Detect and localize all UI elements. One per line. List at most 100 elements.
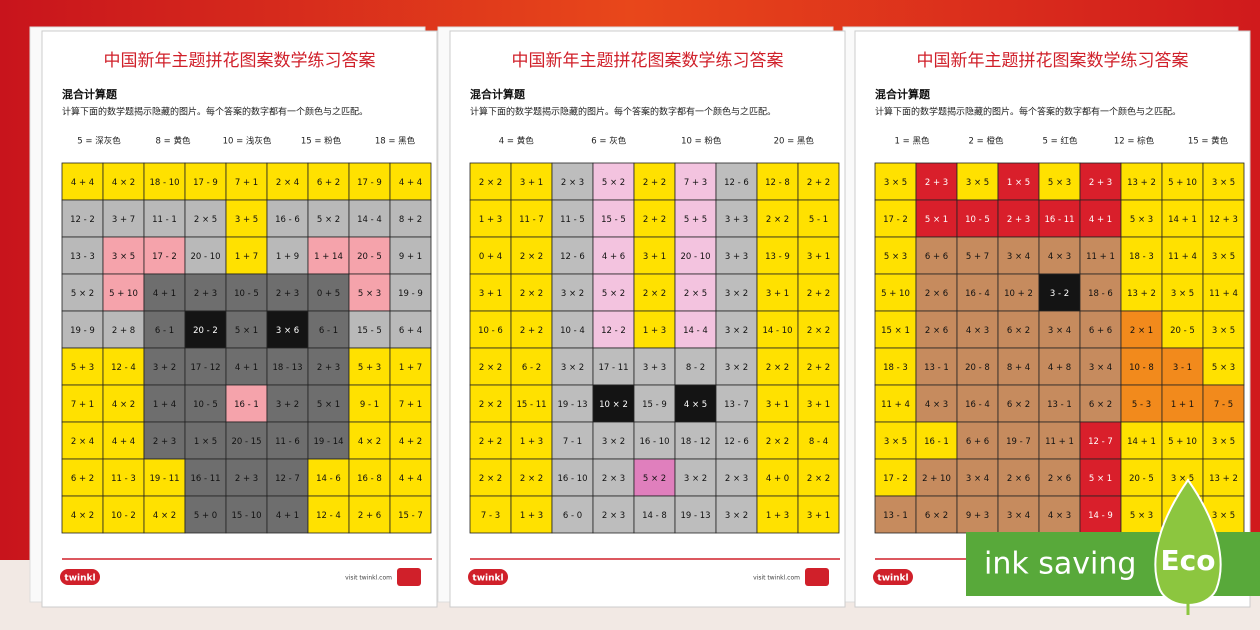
cell-text: 3 + 1 (807, 511, 830, 521)
cell (551, 347, 594, 386)
cell (797, 458, 840, 497)
cell (797, 310, 840, 349)
cell (915, 162, 958, 201)
cell-text: 5 × 3 (1212, 363, 1235, 373)
cell-text: 18 - 13 (272, 363, 302, 373)
cell-text: 12 - 6 (724, 437, 749, 447)
cell (348, 347, 391, 386)
cell-text: 15 - 11 (516, 400, 546, 410)
instruction: 计算下面的数学题揭示隐藏的图片。每个答案的数字都有一个颜色与之匹配。 (62, 106, 368, 118)
cell (592, 236, 635, 275)
cell-text: 15 - 9 (642, 400, 667, 410)
logo-bg (60, 569, 100, 585)
cell-text: 3 × 2 (725, 511, 748, 521)
cell-text: 18 - 10 (149, 178, 179, 188)
cell-text: 3 + 3 (725, 215, 748, 225)
cell (510, 310, 553, 349)
cell-text: 4 + 1 (1089, 215, 1112, 225)
cell-text: 2 + 3 (1007, 215, 1030, 225)
cell-text: 10 - 5 (965, 215, 990, 225)
cell-text: 3 × 2 (684, 474, 707, 484)
cell-text: 5 × 1 (235, 326, 258, 336)
cell-text: 16 - 4 (965, 400, 990, 410)
legend-item: 1 = 黑色 (895, 136, 930, 147)
cell-text: 2 + 3 (153, 437, 176, 447)
worksheet: 中国新年主题拼花图案数学练习答案混合计算题计算下面的数学题揭示隐藏的图片。每个答… (41, 30, 438, 608)
cell-text: 12 + 3 (1209, 215, 1238, 225)
cell (674, 199, 717, 238)
cell-text: 3 × 2 (602, 437, 625, 447)
cell-text: 2 × 2 (766, 363, 789, 373)
cell-text: 20 - 8 (965, 363, 990, 373)
cell (1161, 347, 1204, 386)
cell-text: 3 × 2 (725, 289, 748, 299)
cell-text: 4 × 3 (1048, 252, 1071, 262)
legend-item: 10 = 浅灰色 (223, 136, 272, 147)
cell-text: 2 + 3 (1089, 178, 1112, 188)
cell (1079, 458, 1122, 497)
cell-text: 6 + 6 (1089, 326, 1112, 336)
cell-text: 4 + 1 (276, 511, 299, 521)
cell (915, 347, 958, 386)
cell-text: 4 × 2 (112, 178, 135, 188)
cell-text: 5 × 2 (602, 178, 625, 188)
cell-text: 11 - 7 (519, 215, 544, 225)
cell (307, 162, 350, 201)
cell (225, 347, 268, 386)
cell-text: 2 × 5 (684, 289, 707, 299)
cell (633, 236, 676, 275)
cell-text: 7 + 1 (399, 400, 422, 410)
cell (266, 495, 309, 534)
cell (674, 421, 717, 460)
cell (389, 273, 432, 312)
legend-item: 15 = 粉色 (301, 136, 342, 147)
legend-item: 20 = 黑色 (774, 136, 815, 147)
cell-text: 11 - 6 (275, 437, 300, 447)
cell-text: 3 + 2 (276, 400, 299, 410)
cell-text: 6 + 6 (925, 252, 948, 262)
cell (1202, 310, 1245, 349)
cell (956, 347, 999, 386)
cell-text: 17 - 9 (193, 178, 218, 188)
cell-text: 1 + 3 (520, 437, 543, 447)
cell-text: 2 + 2 (807, 178, 830, 188)
cell (61, 421, 104, 460)
cell (874, 384, 917, 423)
cell-text: 11 + 4 (881, 400, 910, 410)
site-link: visit twinkl.com (345, 575, 392, 582)
cell-text: 5 + 7 (966, 252, 989, 262)
cell-text: 4 + 1 (235, 363, 258, 373)
cell-text: 9 + 3 (966, 511, 989, 521)
cell-text: 2 × 2 (643, 289, 666, 299)
cell (633, 273, 676, 312)
cell-text: 11 - 5 (560, 215, 585, 225)
cell (756, 421, 799, 460)
cell-text: 4 + 1 (153, 289, 176, 299)
cell (1079, 495, 1122, 534)
cell (102, 236, 145, 275)
cell (184, 384, 227, 423)
cell (510, 421, 553, 460)
cell-text: 4 × 5 (684, 400, 707, 410)
cell (469, 495, 512, 534)
cell-text: 2 × 6 (925, 326, 948, 336)
cell-text: 4 + 8 (1048, 363, 1071, 373)
cell (1202, 236, 1245, 275)
cell (266, 347, 309, 386)
cell-text: 12 - 6 (724, 178, 749, 188)
cell (1038, 347, 1081, 386)
cell-text: 2 × 4 (71, 437, 94, 447)
cell-text: 5 × 1 (1089, 474, 1112, 484)
cell (674, 236, 717, 275)
cell (551, 162, 594, 201)
cell-text: 1 + 3 (643, 326, 666, 336)
cell (592, 495, 635, 534)
cell (1120, 236, 1163, 275)
cell-text: 15 × 1 (881, 326, 910, 336)
logo: twinkl (472, 574, 503, 584)
cell-text: 4 × 3 (1048, 511, 1071, 521)
cell (1120, 273, 1163, 312)
cell (715, 458, 758, 497)
cell-text: 0 + 4 (479, 252, 502, 262)
cell-text: 16 - 4 (965, 289, 990, 299)
